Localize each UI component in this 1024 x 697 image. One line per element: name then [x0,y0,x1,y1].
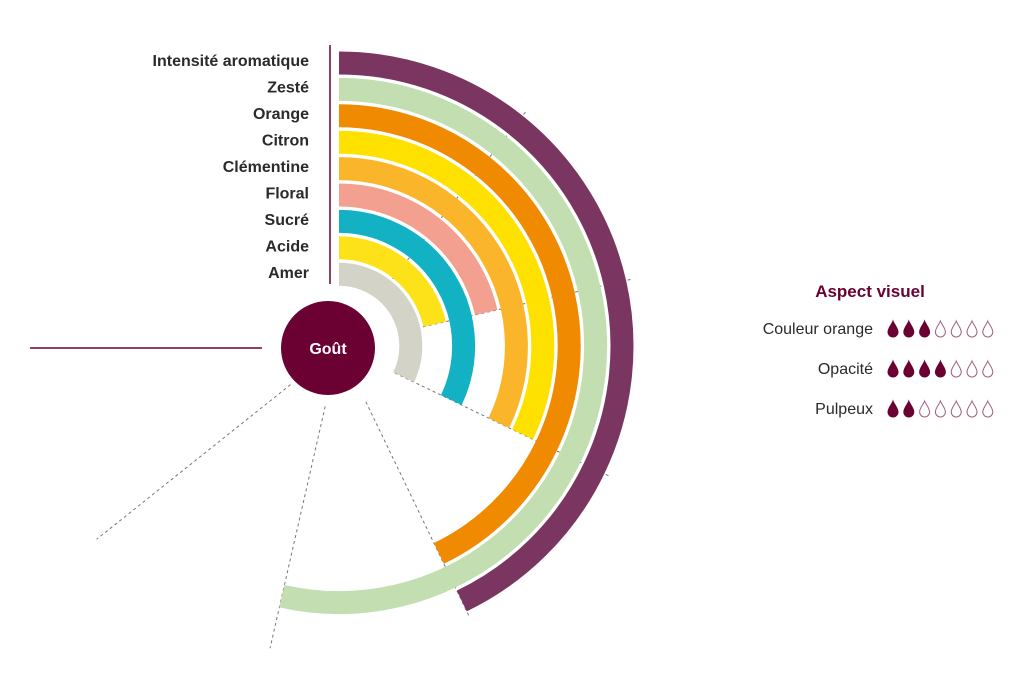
category-label: Intensité aromatique [153,53,310,70]
drop-empty-icon [982,359,994,378]
drop-filled-icon [903,319,915,338]
drop-empty-icon [950,359,962,378]
drop-empty-icon [934,399,946,418]
arc-floral [338,183,498,316]
drop-empty-icon [934,319,946,338]
drop-empty-icon [982,399,994,418]
arc-cl-mentine [338,157,528,428]
arc-acide [338,236,446,328]
category-label: Clémentine [223,159,309,176]
drop-filled-icon [919,319,931,338]
category-label: Amer [268,265,309,282]
arc-zest- [279,77,608,615]
category-label: Acide [265,239,309,256]
drop-empty-icon [966,399,978,418]
arc-citron [338,130,555,440]
grid-line-6 [96,384,291,540]
drop-rating [887,399,994,418]
visual-item-label: Opacité [818,361,873,378]
drop-empty-icon [950,319,962,338]
drop-filled-icon [919,359,931,378]
visual-item-label: Pulpeux [815,401,873,418]
drop-filled-icon [903,359,915,378]
drop-rating [887,319,994,338]
center-circle [281,301,375,395]
drop-rating [887,359,994,378]
drop-filled-icon [903,399,915,418]
visual-item-label: Couleur orange [763,321,873,338]
arc-amer [338,262,423,383]
category-label: Sucré [265,212,310,229]
drop-empty-icon [950,399,962,418]
arc-sucr- [338,209,476,406]
drop-empty-icon [919,399,931,418]
drop-filled-icon [887,359,899,378]
drop-filled-icon [887,399,899,418]
drop-filled-icon [887,319,899,338]
aspect-visuel-panel: Aspect visuel Couleur orange Opacité Pulpe… [763,282,994,418]
drop-empty-icon [966,359,978,378]
category-label: Orange [253,106,309,123]
arc-intensit-aromatique [338,51,634,612]
aspect-visuel-title: Aspect visuel [815,282,925,301]
category-label: Floral [265,186,309,203]
arc-orange [338,104,581,564]
drop-empty-icon [966,319,978,338]
category-label: Citron [262,133,309,150]
center-label: Goût [309,341,347,358]
drop-filled-icon [934,359,946,378]
category-label: Zesté [267,80,309,97]
drop-empty-icon [982,319,994,338]
grid-line-5 [269,406,326,649]
